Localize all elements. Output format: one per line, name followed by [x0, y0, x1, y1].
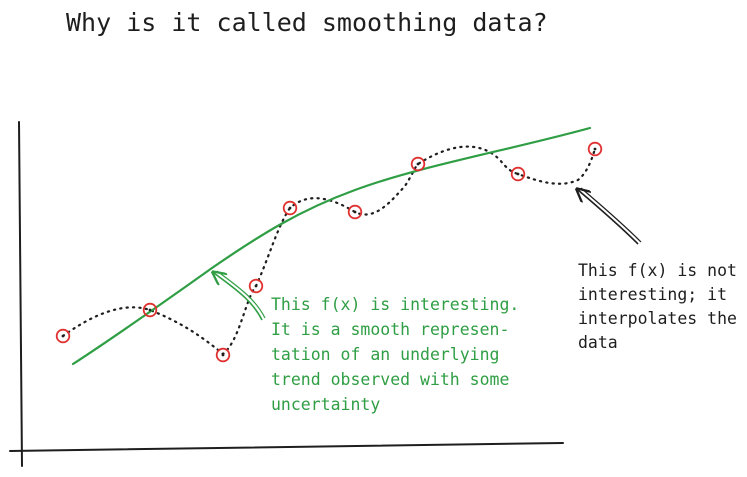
interpolate-annotation-line: interesting; it — [578, 285, 727, 304]
data-point — [282, 200, 298, 216]
smooth-annotation-line: trend observed with some — [271, 370, 509, 389]
data-point — [215, 347, 231, 363]
smooth-curve — [71, 126, 592, 366]
interpolate-annotation-line: This f(x) is not — [578, 261, 737, 280]
data-point — [347, 204, 363, 220]
smooth-annotation-line: tation of an underlying — [271, 345, 499, 364]
data-point — [55, 328, 71, 344]
interpolate-annotation-line: interpolates the — [578, 309, 737, 328]
smooth-annotation-line: It is a smooth represen- — [271, 320, 509, 339]
smooth-annotation: This f(x) is interesting. It is a smooth… — [271, 295, 519, 414]
smooth-annotation-line: uncertainty — [271, 395, 380, 414]
interpolate-annotation: This f(x) is not interesting; it interpo… — [578, 261, 737, 352]
data-point — [248, 278, 264, 294]
y-axis — [18, 121, 23, 467]
smooth-annotation-arrow — [214, 271, 266, 321]
x-axis — [9, 442, 564, 452]
interpolate-annotation-arrow — [578, 188, 642, 245]
data-point — [410, 156, 426, 172]
data-point — [510, 166, 526, 182]
data-point — [587, 141, 603, 157]
diagram-title: Why is it called smoothing data? — [66, 8, 548, 37]
smooth-annotation-line: This f(x) is interesting. — [271, 295, 519, 314]
data-point — [142, 302, 158, 318]
data-points — [55, 141, 603, 363]
interpolate-annotation-line: data — [578, 333, 618, 352]
